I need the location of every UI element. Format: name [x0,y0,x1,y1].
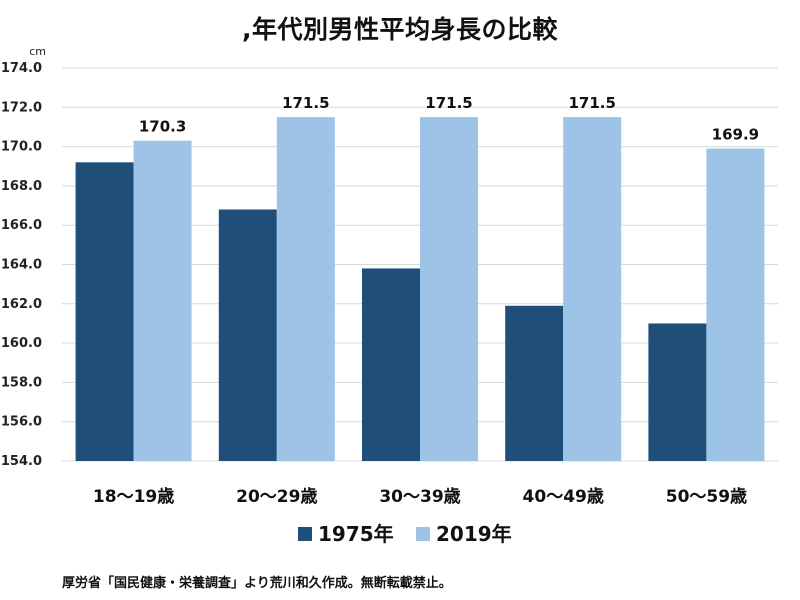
data-label: 171.5 [568,94,615,112]
x-axis: 18～19歳 20～29歳 30～39歳 40～49歳 50～59歳 [93,486,747,507]
data-label: 170.3 [139,118,186,136]
bar-1975年 [218,209,277,461]
bar-2019年 [706,148,765,461]
x-tick-label: 50～59歳 [666,486,747,507]
y-axis: 154.0 156.0 158.0 160.0 162.0 164.0 166.0 168.0… [1,45,46,469]
y-tick-label: 168.0 [1,179,42,194]
bar-1975年 [362,268,420,461]
bar-1975年 [75,162,134,461]
bar-chart: 154.0 156.0 158.0 160.0 162.0 164.0 166.0 168.0… [1,45,778,546]
y-tick-label: 154.0 [1,454,42,469]
y-tick-label: 166.0 [1,218,42,233]
y-tick-label: 164.0 [1,258,42,273]
y-tick-label: 160.0 [1,336,42,351]
data-label: 169.9 [712,126,759,144]
legend-swatch [416,527,430,541]
y-tick-label: 158.0 [1,375,42,390]
source-note: 厚労省「国民健康・栄養調査」より荒川和久作成。無断転載禁止。 [62,576,452,591]
legend-label: 2019年 [436,522,512,546]
x-tick-label: 20～29歳 [236,486,317,507]
bar-2019年 [420,117,478,461]
y-tick-label: 172.0 [1,100,42,115]
y-axis-unit: cm [29,45,46,58]
x-tick-label: 40～49歳 [523,486,604,507]
chart-title: ,年代別男性平均身長の比較 [242,15,558,44]
x-tick-label: 18～19歳 [93,486,174,507]
x-tick-label: 30～39歳 [379,486,460,507]
y-tick-label: 174.0 [1,61,42,76]
data-label: 171.5 [425,94,472,112]
legend-label: 1975年 [318,522,394,546]
legend: 1975年 2019年 [298,522,512,546]
data-label: 171.5 [282,94,329,112]
y-tick-label: 170.0 [1,140,42,155]
bar-2019年 [563,117,622,461]
y-tick-label: 156.0 [1,415,42,430]
bars [75,117,765,461]
y-tick-label: 162.0 [1,297,42,312]
bar-1975年 [648,323,707,461]
bar-2019年 [133,140,192,461]
data-labels: 170.3 171.5 171.5 171.5 169.9 [139,94,759,143]
bar-2019年 [276,117,335,461]
bar-1975年 [505,305,564,461]
legend-swatch [298,527,312,541]
